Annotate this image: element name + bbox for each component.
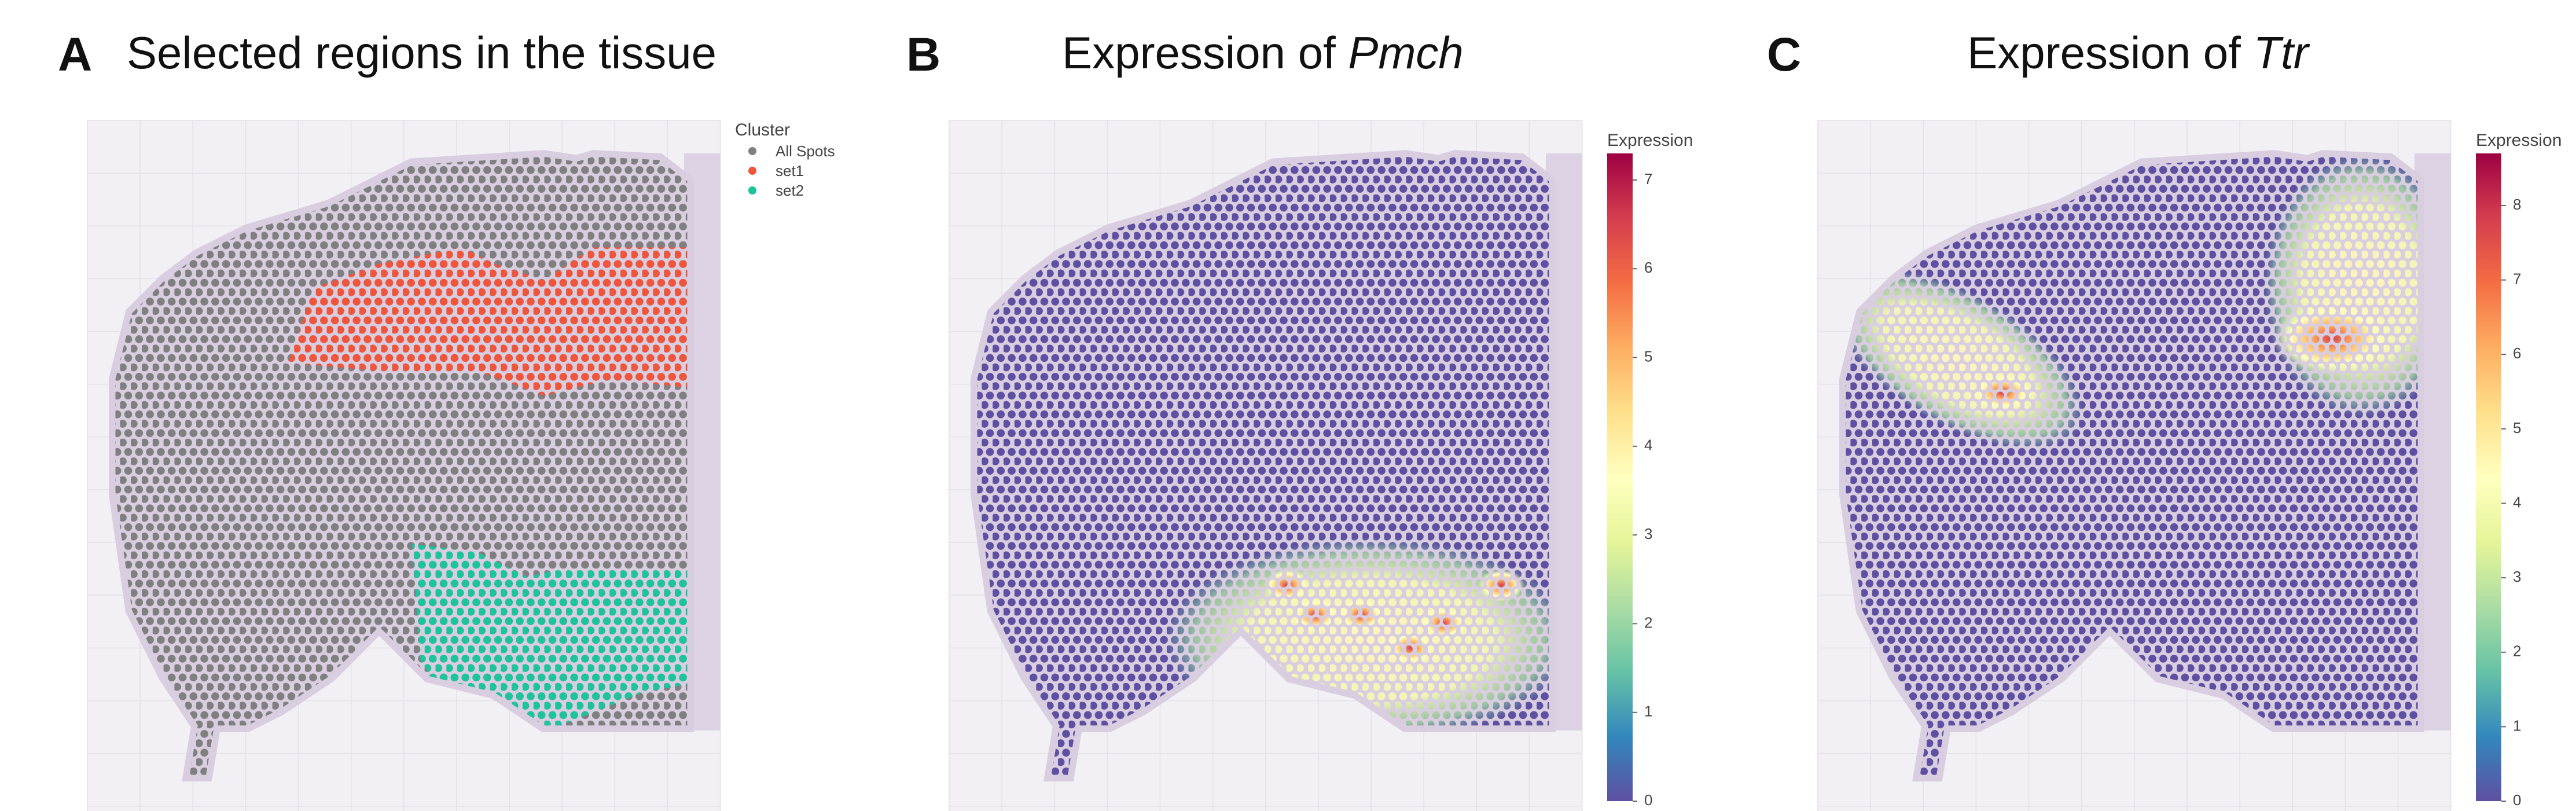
title-prefix: Expression of (1967, 27, 2253, 78)
legend-title: Cluster (735, 120, 790, 140)
colorbar-tick-label: 4 (2513, 493, 2521, 511)
colorbar-title: Expression (1607, 131, 1693, 150)
colorbar-tick-label: 2 (2513, 643, 2521, 660)
tissue-image (1817, 120, 2452, 811)
colorbar-tick-label: 3 (1644, 525, 1652, 542)
legend-label: set2 (776, 182, 804, 199)
gene-name: Ttr (2253, 27, 2310, 78)
colorbar-tick-label: 1 (1644, 703, 1652, 720)
colorbar-tick-label: 2 (1644, 614, 1652, 631)
legend-marker (748, 186, 756, 195)
legend-marker (748, 147, 756, 155)
colorbar-tick-label: 0 (1644, 791, 1652, 809)
legend-marker (748, 167, 756, 175)
panel-letter: B (906, 28, 940, 81)
set2-region (412, 544, 688, 726)
colorbar-tick-label: 1 (2513, 717, 2521, 734)
gene-name: Pmch (1348, 27, 1463, 78)
colorbar-tick-label: 8 (2513, 196, 2521, 213)
panel-letter: A (58, 28, 92, 81)
panel-letter: C (1767, 28, 1801, 81)
set1-region (288, 247, 688, 396)
colorbar-tick-label: 3 (2513, 568, 2521, 585)
colorbar-tick-label: 5 (2513, 419, 2521, 436)
colorbar-tick-label: 7 (2513, 270, 2521, 288)
colorbar (1607, 153, 1633, 801)
panel-title: Expression of Pmch (1062, 27, 1464, 78)
panel-title: Selected regions in the tissue (127, 27, 716, 78)
legend-label: All Spots (776, 142, 835, 160)
tissue-image (949, 120, 1583, 811)
colorbar-tick-label: 5 (1644, 347, 1652, 365)
legend-label: set1 (776, 162, 804, 179)
colorbar-tick-label: 6 (2513, 344, 2521, 362)
colorbar-title: Expression (2476, 131, 2562, 150)
title-prefix: Expression of (1062, 27, 1348, 78)
colorbar-tick-label: 4 (1644, 436, 1652, 454)
colorbar (2476, 153, 2501, 801)
tissue-image (87, 120, 721, 811)
colorbar-tick-label: 7 (1644, 170, 1652, 188)
colorbar-tick-label: 0 (2513, 791, 2521, 809)
colorbar-tick-label: 6 (1644, 259, 1652, 276)
panel-title: Expression of Ttr (1967, 27, 2310, 78)
